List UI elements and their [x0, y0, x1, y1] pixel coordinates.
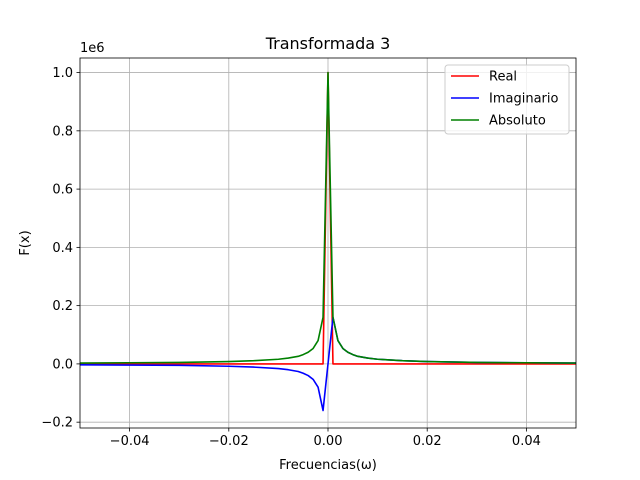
legend-label-real: Real: [489, 70, 517, 85]
legend-label-imaginario: Imaginario: [489, 92, 558, 107]
chart-title: Transformada 3: [265, 34, 391, 53]
legend-label-absoluto: Absoluto: [489, 114, 546, 129]
legend: Real Imaginario Absoluto: [444, 64, 570, 135]
x-tick-label: −0.04: [110, 434, 150, 449]
series-line-absoluto: [79, 71, 577, 364]
y-tick-label: 0.2: [52, 299, 73, 314]
y-tick-label: 0.6: [52, 183, 73, 198]
x-tick-label: 0.02: [413, 434, 442, 449]
x-axis-label: Frecuencias(ω): [279, 458, 377, 473]
y-axis-offset-text: 1e6: [80, 41, 105, 56]
y-tick-label: 1.0: [52, 66, 73, 81]
x-tick-label: 0.04: [512, 434, 541, 449]
legend-box: [444, 64, 570, 135]
plot-series: [79, 71, 577, 412]
y-tick-label: 0.0: [52, 357, 73, 372]
y-tick-label: 0.4: [52, 241, 73, 256]
y-tick-label: 0.8: [52, 124, 73, 139]
x-tick-label: −0.02: [209, 434, 249, 449]
y-axis-label: F(x): [18, 230, 33, 255]
x-tick-label: 0.00: [314, 434, 343, 449]
y-tick-label: −0.2: [41, 416, 73, 431]
axis-ticks: −0.04 −0.02 0.00 0.02 0.04 −0.2 0.0 0.2 0.4 0.6 0.…: [41, 66, 540, 449]
